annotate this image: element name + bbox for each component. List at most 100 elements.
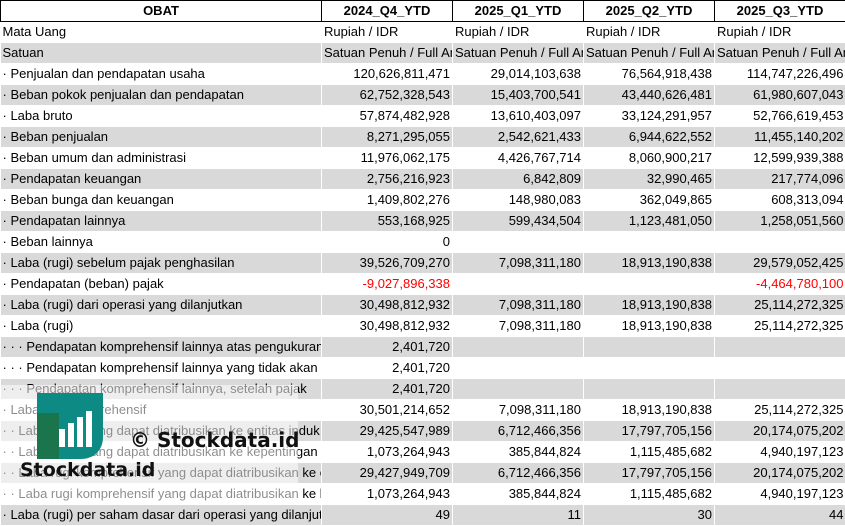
row-value-cell[interactable]: 1,115,485,682 [584, 442, 715, 463]
row-value-cell[interactable]: 120,626,811,471 [322, 64, 453, 85]
row-value-cell[interactable]: 7,098,311,180 [453, 253, 584, 274]
row-value-cell[interactable]: 553,168,925 [322, 211, 453, 232]
column-header-period[interactable]: 2025_Q1_YTD [453, 1, 584, 22]
row-value-cell[interactable]: 30,498,812,932 [322, 316, 453, 337]
row-value-cell[interactable] [453, 379, 584, 400]
row-value-cell[interactable]: 6,712,466,356 [453, 463, 584, 484]
row-value-cell[interactable]: Rupiah / IDR [715, 22, 845, 43]
row-value-cell[interactable]: -9,027,896,338 [322, 274, 453, 295]
row-value-cell[interactable]: 11,976,062,175 [322, 148, 453, 169]
row-value-cell[interactable] [715, 337, 845, 358]
row-value-cell[interactable] [584, 274, 715, 295]
row-value-cell[interactable]: 18,913,190,838 [584, 400, 715, 421]
row-value-cell[interactable] [584, 232, 715, 253]
row-value-cell[interactable]: 18,913,190,838 [584, 295, 715, 316]
row-value-cell[interactable]: Rupiah / IDR [322, 22, 453, 43]
row-value-cell[interactable]: 13,610,403,097 [453, 106, 584, 127]
row-label[interactable]: · Pendapatan (beban) pajak [1, 274, 322, 295]
row-value-cell[interactable]: 20,174,075,202 [715, 421, 845, 442]
column-header-period[interactable]: 2024_Q4_YTD [322, 1, 453, 22]
row-value-cell[interactable]: 7,098,311,180 [453, 295, 584, 316]
row-value-cell[interactable] [453, 274, 584, 295]
row-value-cell[interactable]: 61,980,607,043 [715, 85, 845, 106]
row-value-cell[interactable]: 4,940,197,123 [715, 484, 845, 505]
row-label[interactable]: · Pendapatan keuangan [1, 169, 322, 190]
row-value-cell[interactable]: 385,844,824 [453, 442, 584, 463]
row-value-cell[interactable]: 1,115,485,682 [584, 484, 715, 505]
row-value-cell[interactable]: 29,014,103,638 [453, 64, 584, 85]
row-value-cell[interactable]: 2,756,216,923 [322, 169, 453, 190]
row-label[interactable]: · Laba bruto [1, 106, 322, 127]
row-value-cell[interactable]: 25,114,272,325 [715, 295, 845, 316]
row-value-cell[interactable] [453, 358, 584, 379]
row-value-cell[interactable]: Rupiah / IDR [453, 22, 584, 43]
row-value-cell[interactable]: 17,797,705,156 [584, 421, 715, 442]
row-value-cell[interactable]: 57,874,482,928 [322, 106, 453, 127]
row-value-cell[interactable] [715, 358, 845, 379]
row-value-cell[interactable]: 30 [584, 505, 715, 526]
row-value-cell[interactable] [453, 232, 584, 253]
row-value-cell[interactable]: 1,258,051,560 [715, 211, 845, 232]
row-value-cell[interactable]: 18,913,190,838 [584, 316, 715, 337]
row-value-cell[interactable] [715, 379, 845, 400]
row-label[interactable]: · Beban umum dan administrasi [1, 148, 322, 169]
row-label[interactable]: · · Laba (rugi) yang dapat diatribusikan… [1, 442, 322, 463]
row-label[interactable]: · Laba (rugi) dari operasi yang dilanjut… [1, 295, 322, 316]
row-value-cell[interactable]: 2,401,720 [322, 358, 453, 379]
row-value-cell[interactable]: 1,073,264,943 [322, 442, 453, 463]
row-label[interactable]: Mata Uang [1, 22, 322, 43]
row-value-cell[interactable]: 30,498,812,932 [322, 295, 453, 316]
row-value-cell[interactable]: 385,844,824 [453, 484, 584, 505]
row-value-cell[interactable]: -4,464,780,100 [715, 274, 845, 295]
row-value-cell[interactable]: 15,403,700,541 [453, 85, 584, 106]
row-value-cell[interactable]: 25,114,272,325 [715, 316, 845, 337]
row-label[interactable]: · Laba (rugi) [1, 316, 322, 337]
row-value-cell[interactable]: 76,564,918,438 [584, 64, 715, 85]
row-label[interactable]: · Laba (rugi) sebelum pajak penghasilan [1, 253, 322, 274]
row-value-cell[interactable]: 18,913,190,838 [584, 253, 715, 274]
row-label[interactable]: · · · Pendapatan komprehensif lainnya ya… [1, 358, 322, 379]
row-label[interactable]: · · · Pendapatan komprehensif lainnya, s… [1, 379, 322, 400]
row-label[interactable]: · Laba (rugi) per saham dasar dari opera… [1, 505, 322, 526]
row-value-cell[interactable]: 7,098,311,180 [453, 400, 584, 421]
row-value-cell[interactable]: 6,842,809 [453, 169, 584, 190]
row-value-cell[interactable]: 608,313,094 [715, 190, 845, 211]
row-value-cell[interactable]: Satuan Penuh / Full Amount [322, 43, 453, 64]
column-header-period[interactable]: 2025_Q2_YTD [584, 1, 715, 22]
row-value-cell[interactable]: 62,752,328,543 [322, 85, 453, 106]
row-label[interactable]: · Laba rugi komprehensif [1, 400, 322, 421]
row-value-cell[interactable]: 0 [322, 232, 453, 253]
row-label[interactable]: · Pendapatan lainnya [1, 211, 322, 232]
row-value-cell[interactable]: 4,940,197,123 [715, 442, 845, 463]
row-value-cell[interactable]: 8,271,295,055 [322, 127, 453, 148]
column-header-label[interactable]: OBAT [1, 1, 322, 22]
row-value-cell[interactable]: 6,712,466,356 [453, 421, 584, 442]
row-label[interactable]: · · · Pendapatan komprehensif lainnya at… [1, 337, 322, 358]
row-value-cell[interactable] [584, 337, 715, 358]
row-value-cell[interactable]: 11 [453, 505, 584, 526]
row-value-cell[interactable] [715, 232, 845, 253]
column-header-period[interactable]: 2025_Q3_YTD [715, 1, 845, 22]
row-value-cell[interactable]: 7,098,311,180 [453, 316, 584, 337]
row-label[interactable]: · · Laba rugi komprehensif yang dapat di… [1, 463, 322, 484]
row-value-cell[interactable]: 44 [715, 505, 845, 526]
row-value-cell[interactable]: 2,401,720 [322, 379, 453, 400]
row-value-cell[interactable]: 2,401,720 [322, 337, 453, 358]
row-value-cell[interactable]: 6,944,622,552 [584, 127, 715, 148]
row-value-cell[interactable] [584, 379, 715, 400]
row-value-cell[interactable]: 33,124,291,957 [584, 106, 715, 127]
row-value-cell[interactable]: 148,980,083 [453, 190, 584, 211]
row-label[interactable]: · Beban pokok penjualan dan pendapatan [1, 85, 322, 106]
row-value-cell[interactable]: 52,766,619,453 [715, 106, 845, 127]
row-label[interactable]: · Beban penjualan [1, 127, 322, 148]
row-value-cell[interactable]: 362,049,865 [584, 190, 715, 211]
row-label[interactable]: · Beban bunga dan keuangan [1, 190, 322, 211]
row-value-cell[interactable]: 217,774,096 [715, 169, 845, 190]
row-label[interactable]: · Penjualan dan pendapatan usaha [1, 64, 322, 85]
row-value-cell[interactable]: Rupiah / IDR [584, 22, 715, 43]
row-value-cell[interactable]: 11,455,140,202 [715, 127, 845, 148]
row-value-cell[interactable]: 20,174,075,202 [715, 463, 845, 484]
row-label[interactable]: · · Laba rugi komprehensif yang dapat di… [1, 484, 322, 505]
row-value-cell[interactable]: Satuan Penuh / Full Amount [584, 43, 715, 64]
row-value-cell[interactable]: 4,426,767,714 [453, 148, 584, 169]
